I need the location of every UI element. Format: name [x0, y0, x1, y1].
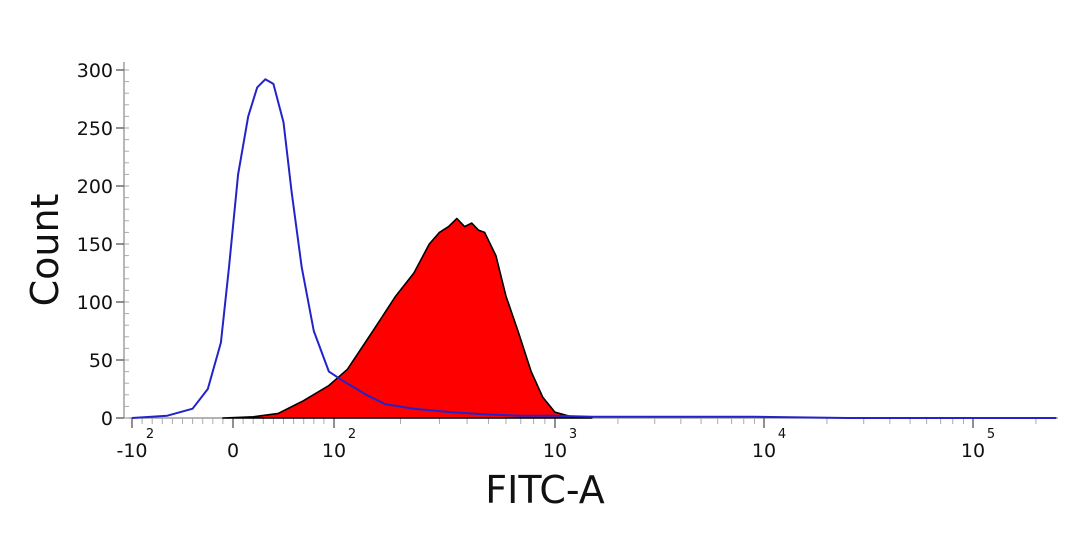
x-minor-ticks [141, 418, 1037, 424]
x-tick-label: 0 [227, 440, 239, 462]
x-axis-title: FITC-A [485, 468, 604, 512]
control-histogram-line [131, 78, 1057, 419]
y-tick-label: 0 [101, 408, 113, 430]
y-tick-label: 150 [77, 234, 113, 256]
x-tick-exponent: 3 [569, 427, 577, 442]
x-tick-exponent: 2 [348, 427, 356, 442]
y-tick-label: 50 [89, 350, 113, 372]
y-major-ticks: 0 50 100 150 200 250 300 [77, 60, 124, 430]
x-tick-label: 10 [543, 440, 567, 462]
stained-histogram-area [222, 217, 593, 419]
y-axis-title: Count [23, 194, 67, 307]
x-tick-exponent: 2 [146, 427, 154, 442]
x-tick-label: 10 [752, 440, 776, 462]
y-minor-ticks [124, 69, 129, 419]
x-tick-exponent: 4 [778, 427, 786, 442]
series-layer [131, 78, 1057, 419]
y-tick-label: 200 [77, 176, 113, 198]
x-tick-label: 10 [322, 440, 346, 462]
y-tick-label: 300 [77, 60, 113, 82]
x-tick-label: 10 [961, 440, 985, 462]
y-tick-label: 250 [77, 118, 113, 140]
x-tick-label: -10 [116, 440, 147, 462]
x-tick-exponent: 5 [987, 427, 995, 442]
y-tick-label: 100 [77, 292, 113, 314]
